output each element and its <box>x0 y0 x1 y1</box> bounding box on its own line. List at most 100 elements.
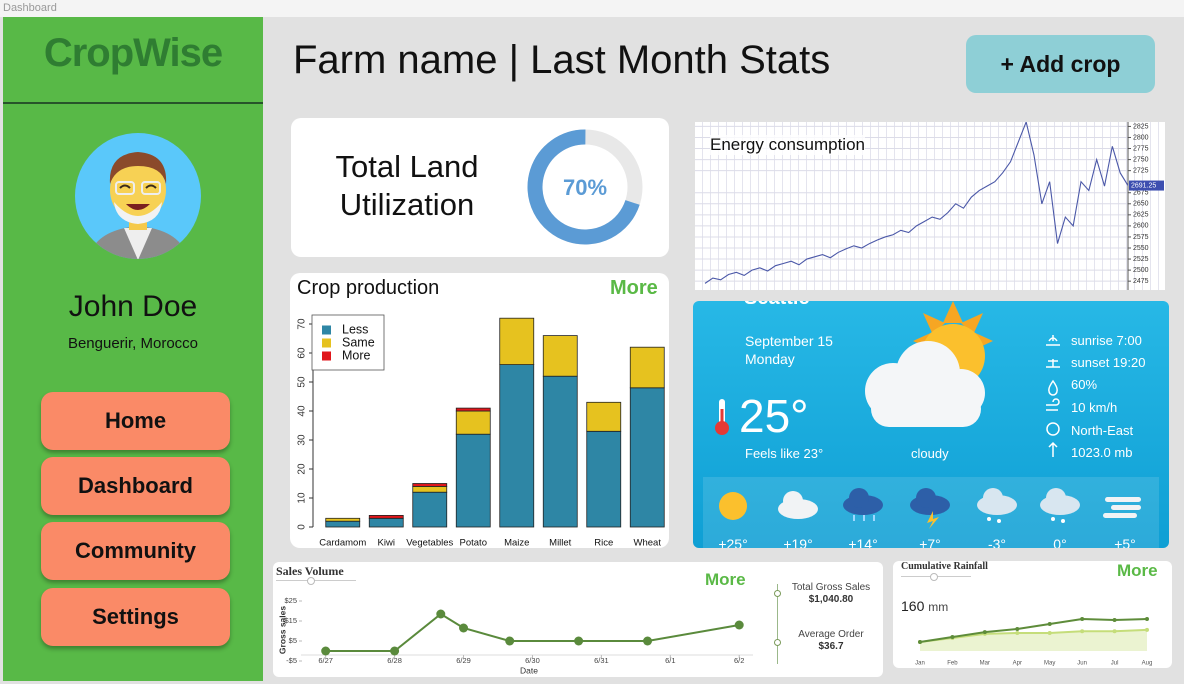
slider-handle <box>930 573 938 581</box>
point <box>643 636 653 646</box>
x-tick-label: Maize <box>504 538 529 548</box>
x-tick-label: Jan <box>915 661 925 667</box>
point <box>1112 629 1117 634</box>
sales-card: Sales Volume More $25 $15 $5 -$5 6/27 6/28 6/2… <box>273 562 883 677</box>
forecast-temp: +7° <box>919 536 941 548</box>
x-tick-label: Apr <box>1013 661 1022 667</box>
weather-date: September 15 <box>745 333 833 349</box>
bar <box>412 485 448 493</box>
user-name: John Doe <box>68 290 198 323</box>
y-tick-label: 30 <box>297 434 308 446</box>
rainfall-total: 160 mm <box>901 598 948 614</box>
y-tick-label: 2675 <box>1133 190 1149 197</box>
y-tick-label: 0 <box>297 524 308 530</box>
avatar <box>75 133 201 259</box>
x-axis-label: Date <box>520 665 538 675</box>
nav-button[interactable]: Community <box>41 522 230 580</box>
rainfall-chart: Jan Feb Mar Apr May Jun Jul Aug <box>915 617 1153 667</box>
crop-chart: 0 10 20 30 40 50 60 70 Cardamom Kiwi Vegetables Pot… <box>297 314 665 548</box>
x-tick-label: May <box>1044 661 1055 667</box>
y-tick-label: 40 <box>297 405 308 417</box>
sales-chart: $25 $15 $5 -$5 6/27 6/28 6/29 6/30 6/31 6/1 6/2 Dat… <box>277 596 753 675</box>
bar <box>499 364 535 528</box>
bar <box>586 430 622 528</box>
legend-label: More <box>342 348 371 362</box>
bar <box>412 483 448 487</box>
detail-icons <box>1046 335 1060 457</box>
x-tick-label: Jul <box>1111 661 1119 667</box>
point <box>734 620 744 630</box>
user-location: Benguerir, Morocco <box>67 335 199 352</box>
x-tick-label: Potato <box>460 538 487 548</box>
weather-city: Seattle <box>744 301 810 310</box>
legend-label: Less <box>342 322 368 336</box>
x-tick-label: 6/1 <box>665 656 675 665</box>
x-tick-label: 6/2 <box>734 656 744 665</box>
total-value: 160 <box>901 598 925 614</box>
weather-detail: sunset 19:20 <box>1071 355 1146 370</box>
forecast-temp: -3° <box>987 536 1007 548</box>
x-tick-label: Wheat <box>634 538 662 548</box>
total-unit: mm <box>928 600 949 614</box>
nav-button[interactable]: Dashboard <box>41 457 230 515</box>
y-tick-label: 50 <box>297 376 308 388</box>
point <box>1145 627 1149 632</box>
y-tick-label: 2500 <box>1133 267 1149 274</box>
add-crop-button[interactable]: + Add crop <box>966 35 1155 93</box>
forecast-temp: +25° <box>718 536 748 548</box>
y-tick-label: $15 <box>284 616 297 625</box>
donut-arc <box>527 129 643 245</box>
weather-temperature: 25° <box>739 390 809 442</box>
legend-label: Same <box>342 335 375 349</box>
crop-card: Crop production More 0 10 20 30 40 50 60 70 Card… <box>290 273 669 548</box>
point <box>505 636 515 646</box>
divider <box>3 102 263 104</box>
point <box>321 646 331 656</box>
nav-button[interactable]: Home <box>41 392 230 450</box>
chart-title: Crop production <box>297 277 440 299</box>
weather-detail: 10 km/h <box>1071 400 1118 415</box>
bar <box>499 317 535 366</box>
land-title: Total Land Utilization <box>335 149 479 222</box>
nav-button[interactable]: Settings <box>41 588 230 646</box>
weather-weekday: Monday <box>745 351 795 367</box>
slider <box>276 580 356 581</box>
x-tick-label: 6/27 <box>318 656 333 665</box>
slider-handle <box>307 577 315 585</box>
x-tick-label: Kiwi <box>378 538 395 548</box>
energy-card: 2475 2500 2525 2550 2575 2600 2625 2650 2675 2725… <box>695 122 1165 290</box>
point <box>1015 631 1020 635</box>
chart-title: Cumulative Rainfall <box>901 561 988 572</box>
y-tick-label: $25 <box>284 596 297 605</box>
x-tick-label: Cardamom <box>319 538 366 548</box>
point <box>982 630 987 635</box>
summary-rule <box>777 584 778 664</box>
forecast-icons <box>719 488 1141 529</box>
point <box>1112 617 1117 622</box>
point <box>1047 622 1052 626</box>
forecast-temp: +14° <box>848 536 878 548</box>
y-tick-label: 2525 <box>1133 256 1149 263</box>
forecast-temp: +19° <box>783 536 813 548</box>
weather-feels-like: Feels like 23° <box>745 446 824 461</box>
weather-detail: 60% <box>1071 377 1098 392</box>
more-link[interactable]: More <box>610 277 658 299</box>
line <box>325 612 740 652</box>
forecast-temp: 0° <box>1053 536 1067 548</box>
line <box>919 618 1148 643</box>
x-tick-label: Mar <box>980 661 990 667</box>
more-link[interactable]: More <box>705 570 746 589</box>
summary-dot <box>774 639 781 646</box>
page-title: Farm name | Last Month Stats <box>293 38 831 82</box>
x-tick-label: Aug <box>1142 661 1153 667</box>
y-tick-label: 2475 <box>1133 278 1149 285</box>
x-tick-label: Vegetables <box>406 538 453 548</box>
bar <box>629 346 665 389</box>
x-tick-label: Jun <box>1077 661 1087 667</box>
more-link[interactable]: More <box>1117 561 1158 580</box>
bar <box>542 335 578 377</box>
bar <box>629 387 665 528</box>
bar <box>412 491 448 528</box>
x-tick-label: Rice <box>594 538 613 548</box>
value-label: 2691.25 <box>1131 182 1156 189</box>
